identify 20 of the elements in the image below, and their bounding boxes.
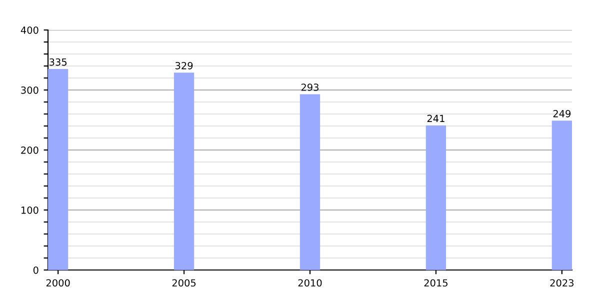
bar: [48, 69, 68, 270]
data-label: 329: [176, 62, 193, 70]
data-label: 335: [50, 58, 67, 66]
x-tick-label: 2015: [424, 279, 448, 287]
x-tick-label: 2010: [298, 279, 322, 287]
bar: [426, 125, 446, 270]
data-label: 293: [301, 84, 318, 91]
x-tick-label: 2005: [172, 279, 196, 287]
bar: [300, 94, 320, 270]
y-tick-label: 200: [21, 146, 38, 154]
y-tick-label: 100: [21, 206, 38, 214]
bar: [552, 120, 572, 270]
y-tick-label: 0: [33, 266, 38, 274]
y-tick-label: 400: [20, 26, 38, 34]
data-label: 249: [553, 110, 571, 118]
x-tick-label: 2023: [550, 279, 574, 287]
data-label: 241: [427, 114, 444, 122]
x-tick-label: 2000: [46, 279, 70, 287]
bar: [174, 72, 194, 270]
y-tick-label: 300: [21, 86, 38, 94]
